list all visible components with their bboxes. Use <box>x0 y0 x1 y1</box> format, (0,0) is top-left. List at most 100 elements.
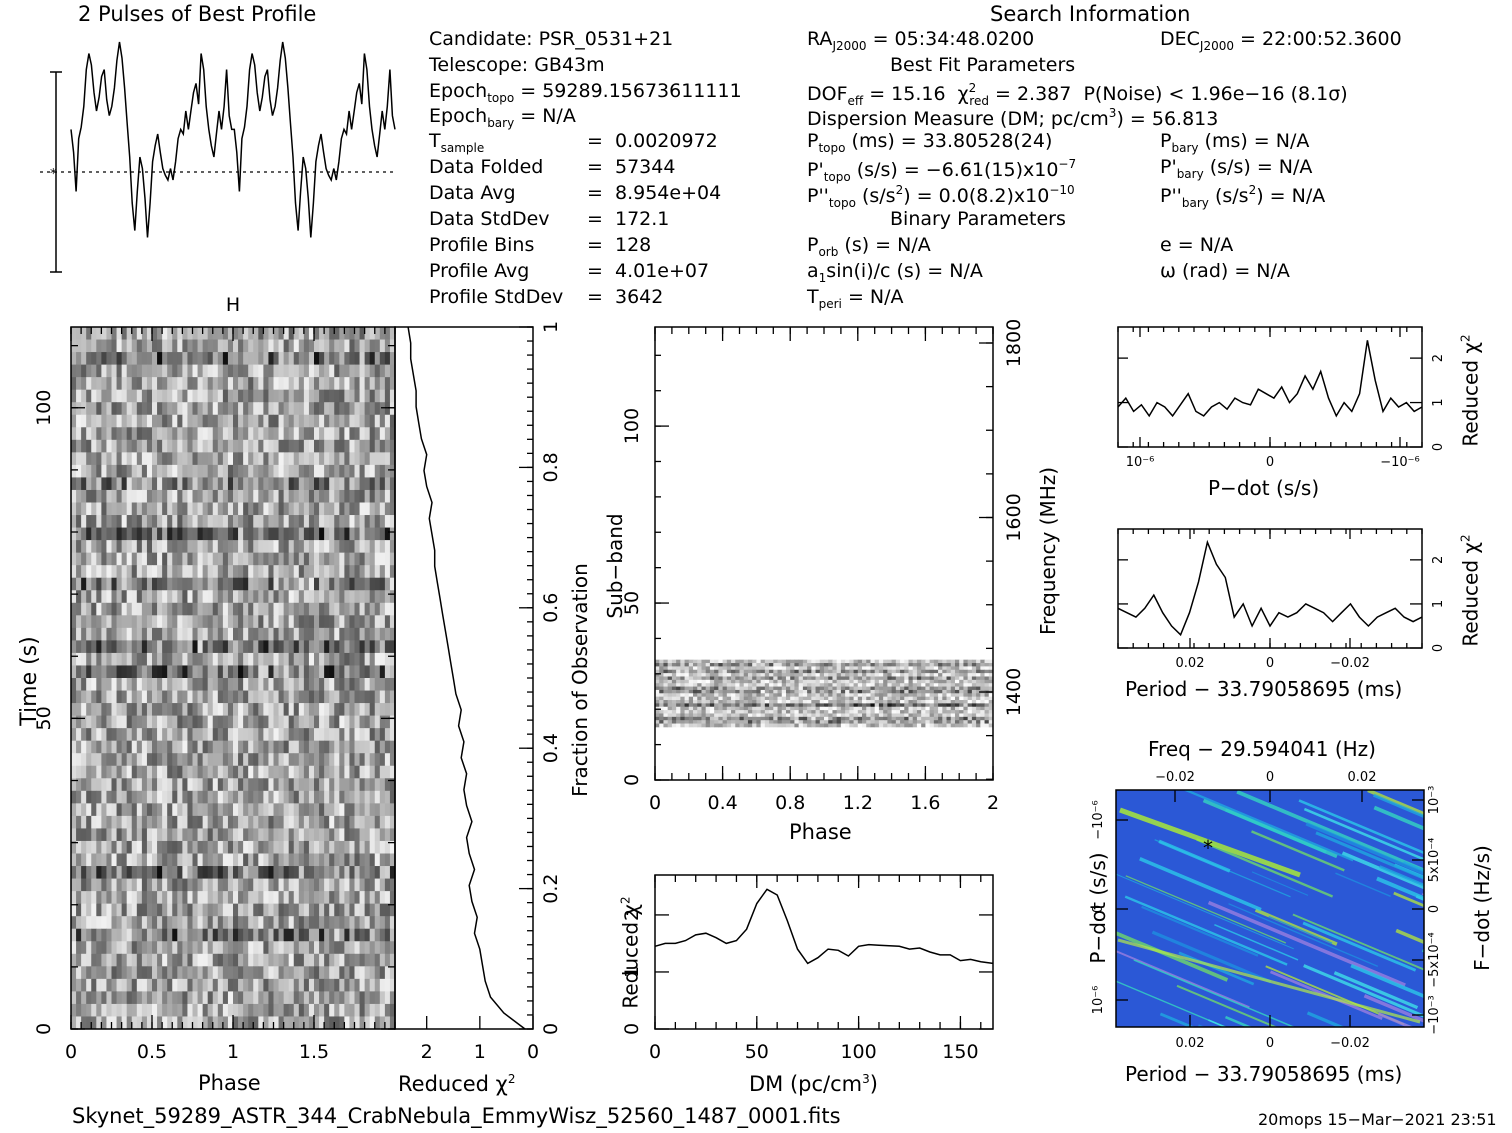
time-phase-cell <box>96 590 102 604</box>
time-phase-cell <box>81 878 87 892</box>
time-phase-cell <box>126 953 133 967</box>
subband-cell <box>693 706 698 711</box>
subband-cell <box>912 679 918 684</box>
time-phase-cell <box>146 903 153 917</box>
subband-cell <box>912 663 918 667</box>
time-phase-cell <box>167 552 173 566</box>
subband-cell <box>760 676 766 681</box>
time-phase-cell <box>349 1003 355 1017</box>
time-phase-cell <box>131 389 138 403</box>
time-phase-cell <box>131 439 138 453</box>
subband-cell <box>705 693 711 698</box>
time-phase-cell <box>389 515 396 528</box>
time-phase-cell <box>91 640 97 654</box>
time-phase-cell <box>324 953 330 967</box>
time-phase-cell <box>283 765 290 779</box>
time-phase-cell <box>227 853 234 867</box>
subband-cell <box>895 673 901 677</box>
subband-cell <box>815 706 821 711</box>
time-phase-cell <box>86 640 92 654</box>
time-phase-cell <box>217 402 224 416</box>
time-phase-cell <box>339 790 345 804</box>
subband-cell <box>828 666 833 671</box>
time-phase-cell <box>258 339 264 353</box>
time-phase-cell <box>379 339 386 353</box>
subband-cell <box>794 700 800 704</box>
time-phase-cell <box>329 427 335 441</box>
time-phase-cell <box>293 690 300 704</box>
pdot-topo-row: P'topo (s/s) = −6.61(15)x10−7 <box>807 157 1077 184</box>
time-phase-cell <box>177 1003 183 1017</box>
subband-cell <box>980 710 985 714</box>
subband-cell <box>777 706 783 711</box>
time-phase-cell <box>96 402 102 416</box>
subband-cell <box>663 673 669 677</box>
time-phase-cell <box>101 627 107 641</box>
time-phase-cell <box>344 540 350 554</box>
time-phase-cell <box>162 891 168 905</box>
subband-cell <box>963 706 969 711</box>
time-phase-cell <box>157 815 163 829</box>
time-phase-cell <box>202 339 209 353</box>
time-phase-cell <box>227 640 234 654</box>
time-phase-cell <box>298 840 305 854</box>
subband-cell <box>802 666 808 671</box>
subband-cell <box>663 700 669 704</box>
subband-cell <box>714 710 719 714</box>
subband-cell <box>663 706 669 711</box>
subband-cell <box>731 693 736 698</box>
time-phase-cell <box>278 991 285 1005</box>
time-phase-cell <box>238 991 244 1005</box>
subband-cell <box>938 710 943 714</box>
time-phase-cell <box>187 715 193 729</box>
time-phase-cell <box>167 790 173 804</box>
time-phase-cell <box>172 715 178 729</box>
subband-cell <box>777 713 783 718</box>
subband-cell <box>659 713 664 718</box>
time-phase-cell <box>202 477 209 491</box>
time-phase-cell <box>339 414 345 428</box>
time-phase-cell <box>121 489 128 503</box>
subband-cell <box>752 706 757 711</box>
time-phase-cell <box>146 452 153 466</box>
time-phase-cell <box>101 828 107 842</box>
subband-cell <box>984 669 990 674</box>
time-phase-cell <box>227 452 234 466</box>
time-phase-cell <box>253 953 259 967</box>
subband-cell <box>731 683 736 687</box>
time-phase-cell <box>339 590 345 604</box>
time-phase-cell <box>268 815 274 829</box>
time-phase-cell <box>314 903 320 917</box>
time-phase-cell <box>233 665 239 679</box>
subband-cell <box>984 693 990 698</box>
time-phase-cell <box>187 928 193 942</box>
time-phase-cell <box>152 753 158 767</box>
time-phase-cell <box>298 489 305 503</box>
time-phase-cell <box>374 728 381 742</box>
subband-cell <box>811 689 816 694</box>
time-phase-cell <box>192 339 198 353</box>
time-phase-cell <box>167 1016 173 1030</box>
time-phase-cell <box>177 703 183 717</box>
time-phase-cell <box>116 502 123 516</box>
time-phase-cell <box>238 464 244 478</box>
time-phase-cell <box>172 427 178 441</box>
subband-cell <box>701 659 707 664</box>
time-phase-cell <box>253 615 259 629</box>
time-phase-cell <box>308 565 315 579</box>
time-phase-cell <box>233 552 239 566</box>
time-phase-cell <box>192 728 198 742</box>
time-phase-cell <box>319 953 325 967</box>
time-phase-cell <box>136 327 143 340</box>
subband-cell <box>887 673 893 677</box>
time-phase-cell <box>243 364 249 378</box>
time-phase-cell <box>182 464 188 478</box>
subband-cell <box>967 710 973 714</box>
time-phase-cell <box>162 452 168 466</box>
subband-cell <box>655 679 660 684</box>
time-phase-cell <box>319 778 325 792</box>
subband-cell <box>853 683 859 687</box>
time-phase-cell <box>379 665 386 679</box>
subband-cell <box>709 676 715 681</box>
time-phase-cell <box>298 903 305 917</box>
